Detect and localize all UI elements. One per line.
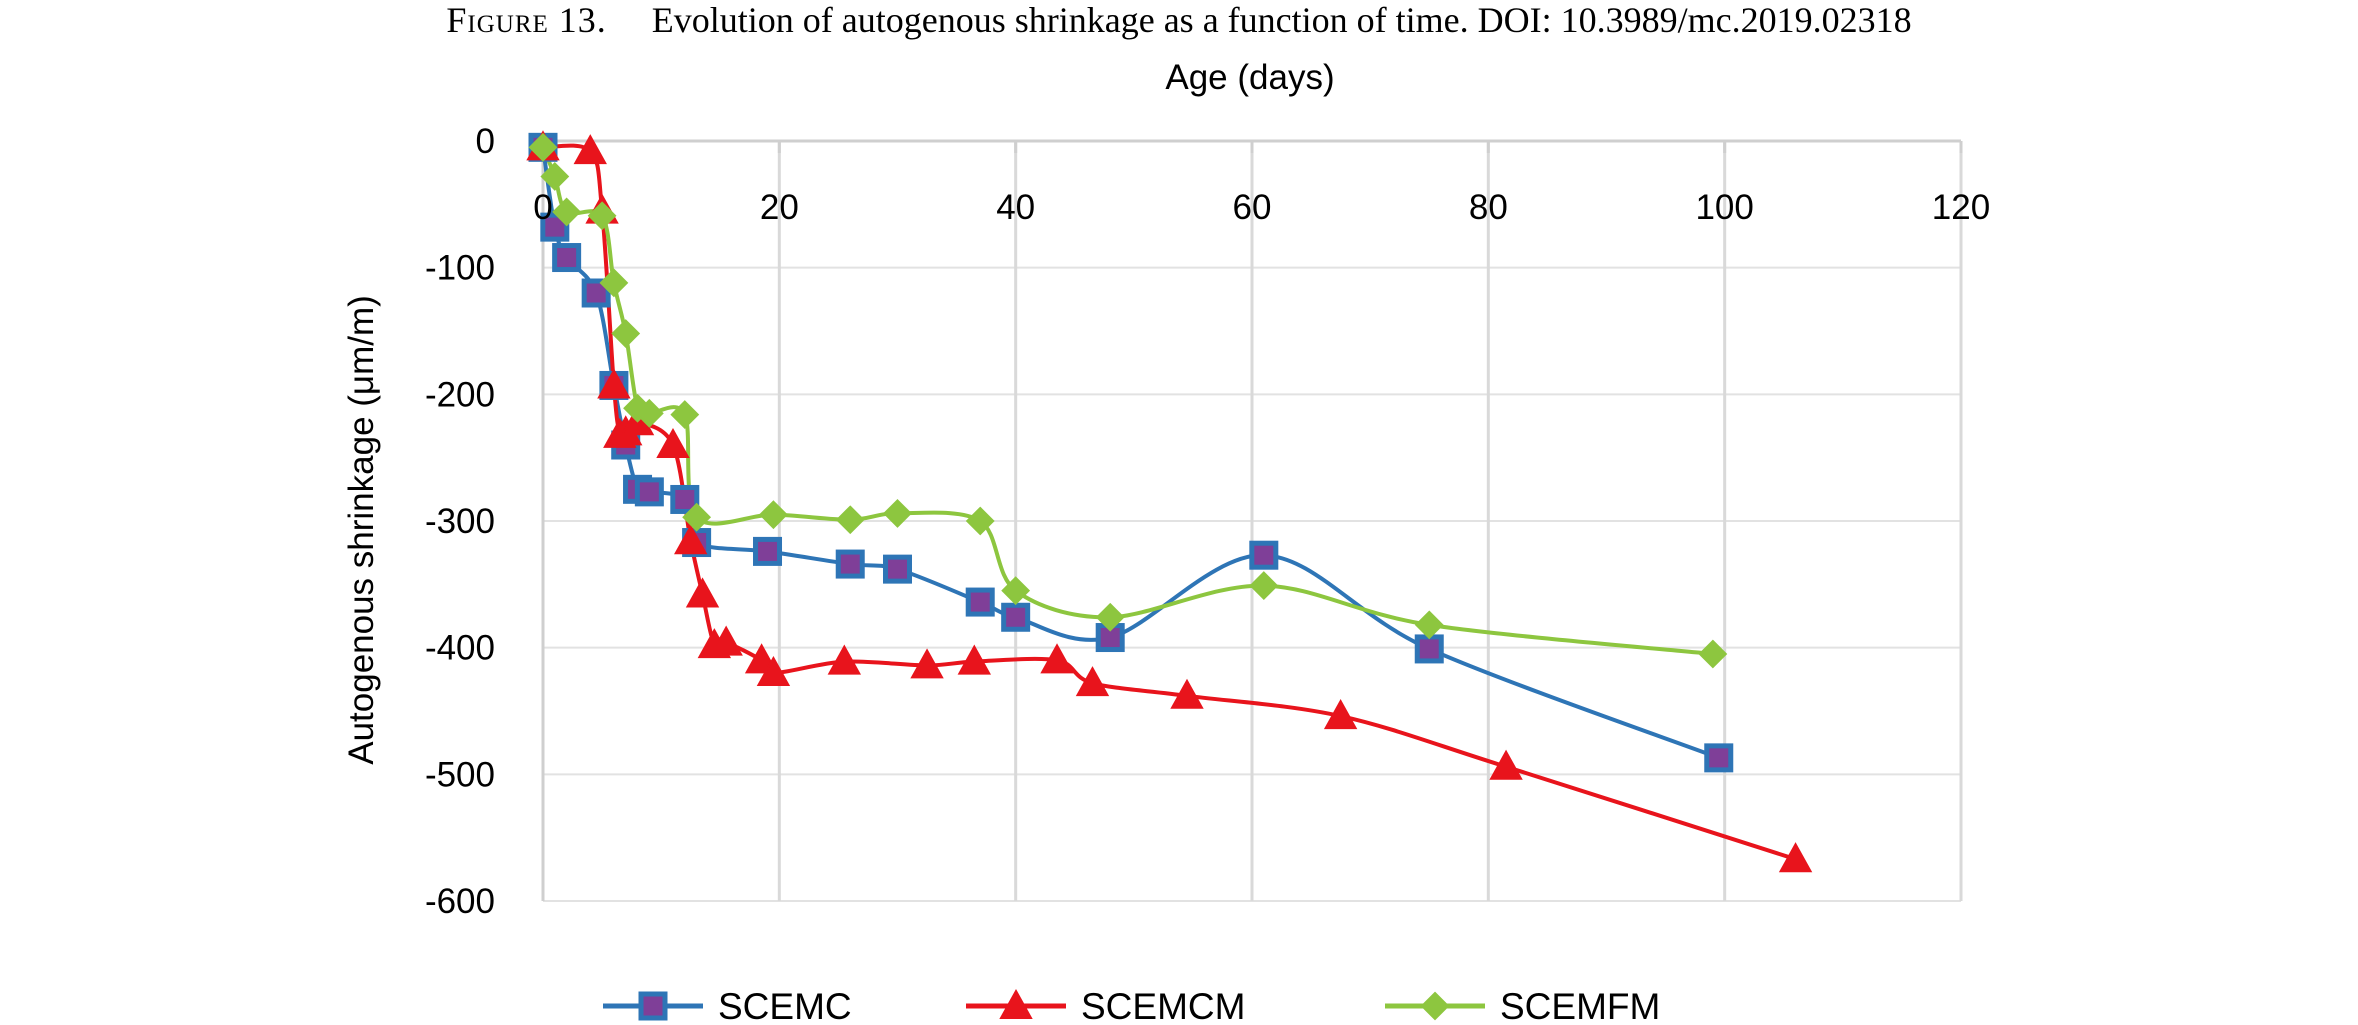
data-point-scemc	[1249, 540, 1279, 570]
legend-label-scemc: SCEMC	[718, 986, 852, 1025]
data-point-scemfm	[552, 197, 582, 227]
x-tick-label: 0	[533, 188, 552, 227]
data-point-scemcm	[1489, 749, 1523, 780]
y-tick-label: -300	[425, 502, 495, 541]
data-point-scemfm	[883, 498, 912, 528]
data-point-scemcm	[1040, 643, 1074, 674]
data-point-scemcm	[1170, 678, 1204, 709]
x-tick-label: 100	[1695, 188, 1753, 227]
y-tick-label: -500	[425, 755, 495, 794]
data-point-scemfm	[587, 201, 617, 231]
data-point-scemfm	[670, 400, 700, 430]
y-axis-title: Autogenous shrinkage (μm/m)	[342, 295, 381, 765]
x-tick-label: 40	[996, 188, 1035, 227]
x-tick-label: 20	[760, 188, 799, 227]
data-point-scemcm	[910, 648, 944, 679]
series-lines	[541, 143, 1797, 862]
data-point-scemc	[883, 554, 912, 584]
data-point-scemcm	[957, 644, 992, 675]
figure-caption: Figure 13. Evolution of autogenous shrin…	[0, 0, 2358, 40]
data-point-scemfm	[611, 319, 641, 348]
series-line-scemfm	[541, 146, 1714, 656]
legend-marker-scemcm	[999, 988, 1033, 1019]
data-point-scemcm	[709, 625, 743, 656]
data-point-scemfm	[528, 132, 558, 162]
axes	[541, 139, 1963, 901]
data-point-scemcm	[827, 644, 862, 675]
data-point-scemc	[835, 549, 865, 579]
data-point-scemcm	[674, 524, 708, 555]
data-point-scemfm	[1414, 610, 1444, 640]
data-point-scemfm	[965, 506, 995, 536]
data-point-scemfm	[540, 162, 570, 191]
figure-label: Figure 13.	[446, 0, 607, 40]
data-point-scemcm	[1323, 699, 1358, 730]
data-point-scemfm	[835, 505, 865, 535]
series-line-scemcm	[542, 143, 1797, 862]
data-point-scemfm	[634, 398, 664, 428]
data-point-scemfm	[1001, 576, 1031, 606]
y-tick-label: -400	[425, 629, 495, 668]
data-point-scemfm	[1698, 639, 1728, 669]
data-point-scemc	[1414, 634, 1444, 664]
y-tick-label: 0	[476, 122, 495, 161]
tick-labels: 0 20 40 60 80 100 120 0 -100 -200 -300 -400 -500 -600	[425, 122, 1990, 921]
data-point-scemfm	[759, 500, 788, 530]
legend: SCEMC SCEMCM SCEMFM	[603, 986, 1660, 1025]
data-point-scemcm	[656, 427, 690, 458]
x-axis-title: Age (days)	[1165, 58, 1334, 97]
data-point-scemc	[1704, 743, 1734, 773]
data-point-scemc	[1001, 602, 1031, 632]
y-tick-label: -100	[425, 249, 495, 288]
legend-item-scemfm: SCEMFM	[1385, 986, 1660, 1025]
data-point-scemc	[552, 243, 582, 273]
data-point-scemc	[670, 484, 700, 514]
y-tick-label: -200	[425, 375, 495, 414]
data-point-scemfm	[1249, 571, 1279, 601]
data-point-scemc	[753, 536, 783, 566]
data-point-scemc	[634, 477, 664, 507]
legend-marker-scemc	[638, 991, 668, 1021]
legend-label-scemcm: SCEMCM	[1081, 986, 1245, 1025]
series-line-scemc	[541, 147, 1720, 760]
data-point-scemc	[965, 587, 995, 617]
data-point-scemfm	[599, 268, 629, 298]
data-point-scemcm	[1075, 666, 1110, 697]
legend-item-scemcm: SCEMCM	[966, 986, 1245, 1025]
x-tick-label: 120	[1932, 188, 1990, 227]
legend-label-scemfm: SCEMFM	[1500, 986, 1660, 1025]
x-tick-label: 60	[1233, 188, 1272, 227]
y-tick-label: -600	[425, 882, 495, 921]
series-markers	[526, 130, 1813, 873]
data-point-scemcm	[597, 368, 631, 399]
data-point-scemcm	[756, 655, 791, 686]
legend-marker-scemfm	[1420, 991, 1450, 1021]
caption-text: Evolution of autogenous shrinkage as a f…	[651, 0, 1912, 40]
legend-item-scemc: SCEMC	[603, 986, 852, 1025]
x-tick-label: 80	[1469, 188, 1508, 227]
data-point-scemcm	[573, 134, 607, 165]
data-point-scemcm	[685, 577, 720, 608]
data-point-scemcm	[1778, 842, 1813, 873]
data-point-scemfm	[682, 502, 712, 532]
gridlines	[543, 141, 1963, 902]
data-point-scemfm	[1095, 602, 1125, 632]
